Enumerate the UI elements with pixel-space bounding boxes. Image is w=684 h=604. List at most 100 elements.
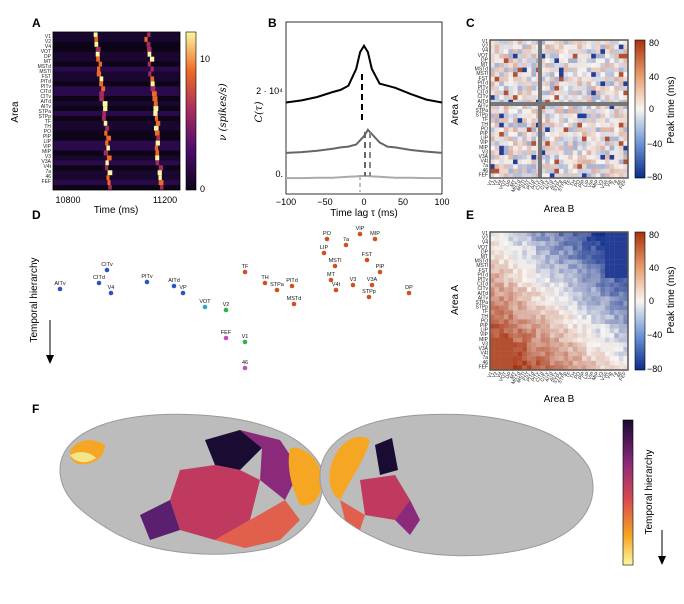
matrix-cell xyxy=(591,365,596,371)
matrix-row-label: VIP xyxy=(480,332,489,338)
matrix-cell xyxy=(490,72,495,77)
area-tick-label: CITd xyxy=(40,89,51,95)
left-region-magenta xyxy=(170,465,260,540)
matrix-cell xyxy=(582,159,587,165)
matrix-cell xyxy=(503,44,509,50)
matrix-cell xyxy=(522,365,527,371)
matrix-cell xyxy=(614,132,619,137)
matrix-cell xyxy=(568,81,573,87)
matrix-cell xyxy=(554,40,560,45)
panel-a-xtick-1: 11200 xyxy=(153,195,177,205)
matrix-cell xyxy=(540,287,546,292)
matrix-col-label: TH xyxy=(569,371,578,380)
matrix-cell xyxy=(545,310,550,315)
matrix-cell xyxy=(577,365,583,371)
matrix-cell xyxy=(563,301,569,306)
matrix-cell xyxy=(586,95,592,100)
matrix-cell xyxy=(582,122,587,128)
matrix-cell xyxy=(572,337,578,343)
matrix-cell xyxy=(499,67,504,73)
matrix-cell xyxy=(508,250,514,256)
matrix-cell xyxy=(517,76,523,82)
matrix-cell xyxy=(531,319,537,325)
matrix-cell xyxy=(614,245,619,251)
matrix-cell xyxy=(591,347,596,352)
area-tick-label: PITv xyxy=(41,84,52,90)
matrix-col-label: V3A xyxy=(600,178,610,190)
matrix-cell xyxy=(600,324,606,329)
matrix-cell xyxy=(559,132,564,137)
matrix-cell xyxy=(614,356,619,361)
matrix-cell xyxy=(618,268,624,274)
matrix-col-label: MSTl xyxy=(516,179,527,192)
matrix-row-label: CITv xyxy=(477,286,488,292)
matrix-cell xyxy=(609,337,615,343)
matrix-row-label: V4t xyxy=(480,159,488,165)
matrix-cell xyxy=(549,245,555,251)
matrix-cell xyxy=(490,109,495,114)
matrix-cell xyxy=(568,155,573,160)
matrix-cell xyxy=(536,250,541,256)
matrix-cell xyxy=(609,173,615,179)
matrix-cell xyxy=(490,104,495,110)
matrix-cell xyxy=(540,145,546,151)
matrix-col-label: PIP xyxy=(578,370,588,381)
matrix-cell xyxy=(618,76,624,82)
matrix-col-label: CITd xyxy=(535,179,546,192)
matrix-cell xyxy=(540,173,546,179)
matrix-cell xyxy=(600,136,606,142)
matrix-cell xyxy=(554,365,560,371)
matrix-cell xyxy=(559,104,564,110)
matrix-cell xyxy=(623,347,629,352)
matrix-cell xyxy=(522,268,527,274)
matrix-cell xyxy=(517,90,523,96)
matrix-cell xyxy=(609,72,615,77)
matrix-cell xyxy=(605,287,610,292)
matrix-cell xyxy=(526,136,532,142)
matrix-cell xyxy=(618,310,624,315)
matrix-cell xyxy=(572,58,578,64)
matrix-cell xyxy=(559,141,564,146)
matrix-cell xyxy=(605,278,610,283)
matrix-cell xyxy=(582,63,587,68)
matrix-cell xyxy=(623,259,629,265)
matrix-cell xyxy=(490,76,495,82)
matrix-cell xyxy=(609,58,615,64)
matrix-cell xyxy=(517,159,523,165)
area-tick-label: STPp xyxy=(38,114,51,120)
matrix-cell xyxy=(522,155,527,160)
panel-e-cbar-label: Peak time (ms) xyxy=(666,266,677,333)
matrix-cell xyxy=(490,259,495,265)
matrix-cell xyxy=(513,132,518,137)
matrix-col-label: V4t xyxy=(605,370,614,380)
matrix-cell xyxy=(586,118,592,123)
matrix-cell xyxy=(513,136,518,142)
matrix-cell xyxy=(494,232,500,237)
matrix-cell xyxy=(499,53,504,59)
matrix-cell xyxy=(563,236,569,242)
raster-burst xyxy=(102,111,106,116)
matrix-col-label: PITv xyxy=(530,179,541,191)
matrix-cell xyxy=(595,282,601,288)
matrix-cell xyxy=(503,365,509,371)
matrix-cell xyxy=(563,86,569,91)
raster-burst xyxy=(158,175,162,181)
raster-burst xyxy=(105,125,109,131)
matrix-cell xyxy=(595,95,601,100)
raster-burst xyxy=(150,76,155,82)
matrix-cell xyxy=(540,90,546,96)
matrix-cell xyxy=(609,236,615,242)
matrix-cell xyxy=(572,342,578,348)
matrix-col-label: PITd xyxy=(526,371,537,383)
matrix-cell xyxy=(614,268,619,274)
hierarchy-node-label: V2 xyxy=(223,302,230,308)
matrix-cell xyxy=(513,241,518,246)
matrix-cell xyxy=(563,278,569,283)
matrix-cell xyxy=(526,150,532,156)
matrix-cell xyxy=(508,44,514,50)
matrix-cell xyxy=(582,365,587,371)
matrix-row-label: V2 xyxy=(482,44,488,50)
area-tick-label: TF xyxy=(45,119,51,125)
matrix-cell xyxy=(517,173,523,179)
matrix-cell xyxy=(595,72,601,77)
